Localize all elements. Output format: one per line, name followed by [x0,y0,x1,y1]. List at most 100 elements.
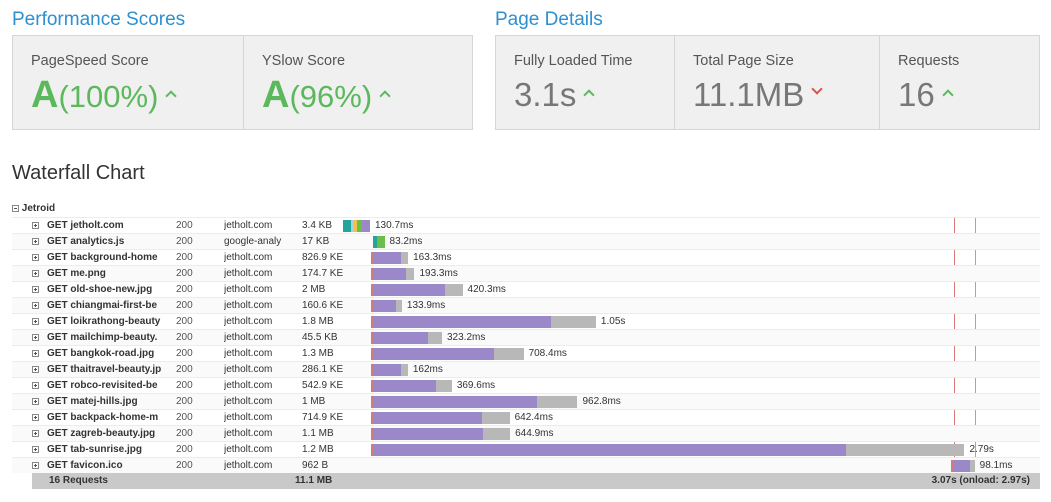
receive-segment [428,332,442,344]
expand-icon[interactable] [32,381,39,389]
request-status: 200 [176,316,193,327]
pagespeed-grade: A [31,74,59,116]
request-status: 200 [176,300,193,311]
expand-icon[interactable] [32,269,39,277]
request-timeline: 644.9ms [343,426,1040,441]
table-row[interactable]: GET old-shoe-new.jpg 200 jetholt.com 2 MB 42… [12,281,1040,297]
expand-row-icon[interactable] [32,218,39,234]
fully-loaded-card: Fully Loaded Time 3.1s [496,36,674,129]
receive-segment [436,380,452,392]
request-duration: 162ms [412,364,443,375]
table-row[interactable]: GET analytics.js 200 google-analy 17 KB 83.2… [12,233,1040,249]
table-row[interactable]: GET jetholt.com 200 jetholt.com 3.4 KB 130.7… [12,217,1040,233]
expand-icon[interactable] [32,301,39,309]
expand-row-icon[interactable] [32,378,39,394]
expand-icon[interactable] [32,221,39,229]
waterfall-footer: 16 Requests 11.1 MB 3.07s (onload: 2.97s… [32,473,1040,489]
table-row[interactable]: GET mailchimp-beauty. 200 jetholt.com 45.5 … [12,329,1040,345]
request-timeline: 708.4ms [343,346,1040,361]
table-row[interactable]: GET robco-revisited-be 200 jetholt.com 542.… [12,377,1040,393]
expand-icon[interactable] [32,461,39,469]
expand-icon[interactable] [32,429,39,437]
yslow-score-value: A(96%) [262,76,391,116]
request-status: 200 [176,364,193,375]
collapse-icon[interactable] [12,204,19,212]
request-size: 286.1 KE [302,364,343,375]
expand-row-icon[interactable] [32,282,39,298]
table-row[interactable]: GET tab-sunrise.jpg 200 jetholt.com 1.2 MB 2… [12,441,1040,457]
blocking-segment [370,396,374,408]
receive-segment [846,444,965,456]
expand-icon[interactable] [32,413,39,421]
table-row[interactable]: GET background-home 200 jetholt.com 826.9 K… [12,249,1040,265]
blocking-segment [370,428,374,440]
blocking-segment [351,220,354,232]
footer-requests: 16 Requests [49,475,108,486]
request-duration: 420.3ms [467,284,506,295]
expand-row-icon[interactable] [32,362,39,378]
request-duration: 369.6ms [456,380,496,391]
request-size: 826.9 KE [302,252,343,263]
request-url: GET zagreb-beauty.jpg [47,428,156,439]
table-row[interactable]: GET chiangmai-first-be 200 jetholt.com 160.… [12,297,1040,313]
expand-row-icon[interactable] [32,458,39,474]
expand-icon[interactable] [32,397,39,405]
fully-loaded-number: 3.1s [514,76,577,113]
request-timeline: 162ms [343,362,1040,377]
wait-segment [373,268,407,280]
request-domain: jetholt.com [224,332,273,343]
table-row[interactable]: GET thaitravel-beauty.jp 200 jetholt.com 28… [12,361,1040,377]
expand-icon[interactable] [32,253,39,261]
expand-row-icon[interactable] [32,394,39,410]
page-size-value: 11.1MB [693,76,823,114]
expand-row-icon[interactable] [32,330,39,346]
table-row[interactable]: GET backpack-home-m 200 jetholt.com 714.9 K… [12,409,1040,425]
request-domain: jetholt.com [224,444,273,455]
expand-row-icon[interactable] [32,266,39,282]
request-url: GET old-shoe-new.jpg [47,284,153,295]
pagespeed-percent: (100%) [58,79,159,114]
expand-icon[interactable] [32,285,39,293]
expand-row-icon[interactable] [32,442,39,458]
trend-up-icon [942,89,954,101]
table-row[interactable]: GET favicon.ico 200 jetholt.com 962 B 98.1ms [12,457,1040,473]
expand-row-icon[interactable] [32,314,39,330]
table-row[interactable]: GET matej-hills.jpg 200 jetholt.com 1 MB 962… [12,393,1040,409]
table-row[interactable]: GET loikrathong-beauty 200 jetholt.com 1.8 … [12,313,1040,329]
expand-icon[interactable] [32,237,39,245]
expand-icon[interactable] [32,317,39,325]
expand-icon[interactable] [32,365,39,373]
expand-icon[interactable] [32,349,39,357]
expand-row-icon[interactable] [32,426,39,442]
request-url: GET bangkok-road.jpg [47,348,155,359]
expand-row-icon[interactable] [32,250,39,266]
blocking-segment [370,268,374,280]
waterfall-group[interactable]: Jetroid [12,201,55,217]
waterfall-chart-title: Waterfall Chart [12,162,145,184]
expand-icon[interactable] [32,333,39,341]
request-domain: jetholt.com [224,348,273,359]
request-status: 200 [176,220,193,231]
request-domain: jetholt.com [224,316,273,327]
expand-row-icon[interactable] [32,298,39,314]
request-size: 1.1 MB [302,428,334,439]
request-status: 200 [176,460,193,471]
receive-segment [551,316,596,328]
table-row[interactable]: GET zagreb-beauty.jpg 200 jetholt.com 1.1 M… [12,425,1040,441]
request-duration: 2.79s [969,444,994,455]
table-row[interactable]: GET bangkok-road.jpg 200 jetholt.com 1.3 MB… [12,345,1040,361]
blocking-segment [370,364,374,376]
request-timeline: 420.3ms [343,282,1040,297]
wait-segment [373,316,552,328]
request-timeline: 642.4ms [343,410,1040,425]
request-domain: jetholt.com [224,364,273,375]
expand-row-icon[interactable] [32,234,39,250]
request-duration: 193.3ms [419,268,458,279]
expand-icon[interactable] [32,445,39,453]
request-duration: 130.7ms [375,220,414,231]
expand-row-icon[interactable] [32,346,39,362]
request-domain: jetholt.com [224,428,273,439]
table-row[interactable]: GET me.png 200 jetholt.com 174.7 KE 193.3ms [12,265,1040,281]
wait-segment [373,284,445,296]
expand-row-icon[interactable] [32,410,39,426]
